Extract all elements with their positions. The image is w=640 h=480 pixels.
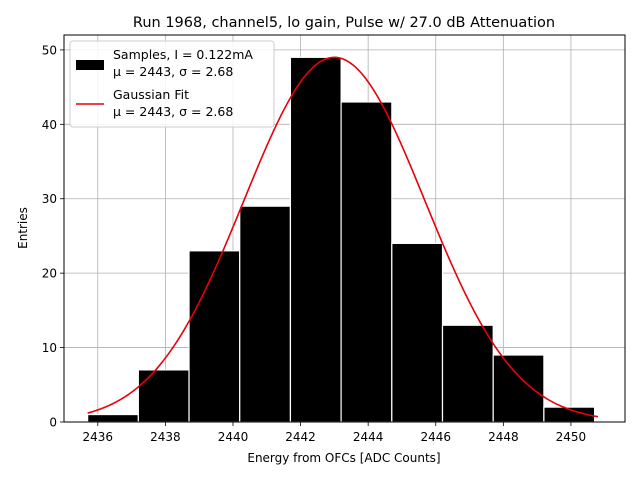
y-tick-label: 30 <box>42 192 57 206</box>
x-tick-label: 2436 <box>83 430 114 444</box>
histogram-bar <box>492 354 545 423</box>
plot-frame <box>63 34 626 423</box>
x-tick-label: 2442 <box>285 430 316 444</box>
chart-title: Run 1968, channel5, lo gain, Pulse w/ 27… <box>133 15 555 31</box>
histogram-bar <box>87 413 139 423</box>
y-axis-label: Entries <box>16 207 30 249</box>
histogram-bar <box>391 242 444 423</box>
legend-fit-stats: μ = 2443, σ = 2.68 <box>113 104 233 119</box>
y-axis-ticks: 0 10 20 30 40 50 <box>42 43 64 430</box>
histogram-bars <box>87 56 596 423</box>
histogram-bar <box>441 324 494 423</box>
legend-samples-stats: μ = 2443, σ = 2.68 <box>113 64 233 79</box>
y-tick-label: 40 <box>42 118 57 132</box>
y-tick-label: 0 <box>49 416 57 430</box>
histogram-bar <box>239 205 292 423</box>
legend-box <box>69 40 275 128</box>
histogram-bar <box>188 250 241 423</box>
gaussian-fit-curve <box>87 56 599 418</box>
y-tick-label: 20 <box>42 267 57 281</box>
x-tick-label: 2444 <box>353 430 384 444</box>
legend-samples-label: Samples, I = 0.122mA <box>113 47 253 62</box>
y-tick-label: 50 <box>42 43 57 57</box>
legend-samples-patch <box>76 60 104 70</box>
x-tick-label: 2450 <box>556 430 587 444</box>
x-tick-label: 2438 <box>150 430 181 444</box>
histogram-bar <box>289 56 342 423</box>
x-axis-label: Energy from OFCs [ADC Counts] <box>247 451 440 465</box>
y-tick-label: 10 <box>42 341 57 355</box>
histogram-bar <box>137 369 190 423</box>
x-tick-label: 2440 <box>218 430 249 444</box>
histogram-bar <box>340 101 393 423</box>
legend-fit-label: Gaussian Fit <box>113 87 189 102</box>
x-tick-label: 2446 <box>420 430 451 444</box>
legend: Samples, I = 0.122mA μ = 2443, σ = 2.68 … <box>69 40 275 128</box>
x-axis-ticks: 2436 2438 2440 2442 2444 2446 2448 2450 <box>83 422 587 444</box>
x-tick-label: 2448 <box>488 430 519 444</box>
